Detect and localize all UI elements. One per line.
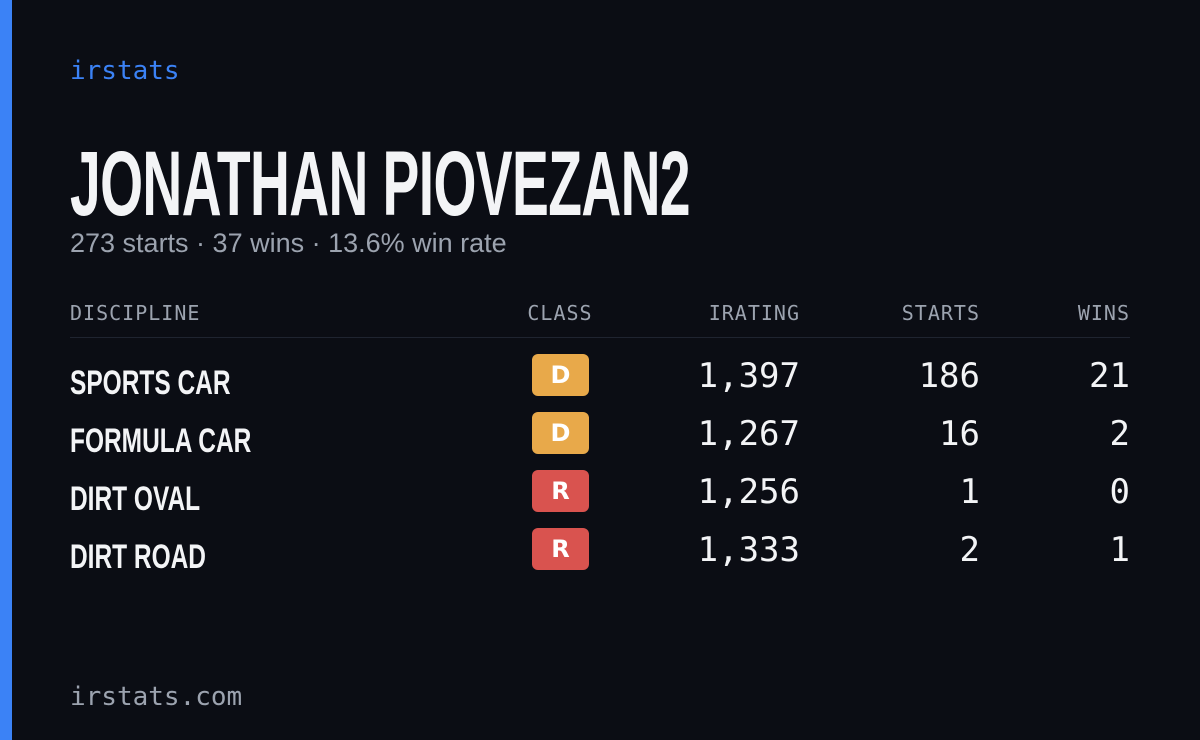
- irating: 1,256: [697, 472, 800, 512]
- irating: 1,267: [697, 414, 800, 454]
- starts: 2: [959, 530, 980, 570]
- class-badge: R: [532, 470, 589, 512]
- irating: 1,397: [697, 356, 800, 396]
- column-header: IRATING: [708, 301, 800, 325]
- column-header: DISCIPLINE: [70, 301, 201, 325]
- column-header: CLASS: [527, 301, 593, 325]
- accent-bar: [0, 0, 12, 740]
- wins: 1: [1109, 530, 1130, 570]
- discipline: SPORTS CAR: [70, 364, 231, 402]
- class-badge: R: [532, 528, 589, 570]
- title: JONATHAN PIOVEZAN2: [70, 133, 691, 235]
- starts: 1: [959, 472, 980, 512]
- wins: 21: [1089, 356, 1130, 396]
- discipline: DIRT OVAL: [70, 480, 201, 518]
- class-badge: D: [532, 412, 589, 454]
- starts: 16: [939, 414, 980, 454]
- column-header: WINS: [1077, 301, 1130, 325]
- discipline: DIRT ROAD: [70, 538, 207, 576]
- starts: 186: [918, 356, 980, 396]
- footer-site: irstats.com: [70, 682, 243, 712]
- class-badge: D: [532, 354, 589, 396]
- brand: irstats: [70, 56, 180, 86]
- wins: 2: [1109, 414, 1130, 454]
- header-rule: [70, 337, 1130, 338]
- subtitle: 273 starts · 37 wins · 13.6% win rate: [70, 228, 507, 258]
- irating: 1,333: [697, 530, 800, 570]
- wins: 0: [1109, 472, 1130, 512]
- discipline: FORMULA CAR: [70, 422, 252, 460]
- column-header: STARTS: [901, 301, 980, 325]
